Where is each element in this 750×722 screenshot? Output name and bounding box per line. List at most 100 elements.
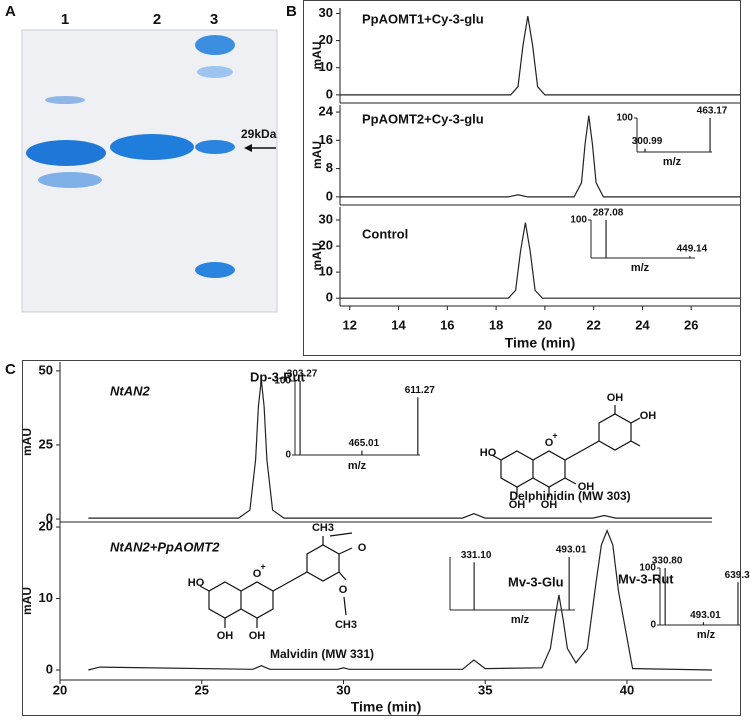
y-tick-label: 20	[319, 32, 333, 47]
atom-label: +	[552, 430, 557, 440]
annotation: PpAOMT1+Cy-3-glu	[362, 11, 484, 26]
x-tick-label: 26	[684, 317, 698, 332]
y-tick-label: 100	[570, 215, 587, 226]
gel-band	[195, 35, 235, 55]
peak-label: 303.27	[287, 369, 318, 380]
y-tick-label: 20	[319, 238, 333, 253]
structure-caption: Delphinidin (MW 303)	[509, 489, 630, 503]
y-tick-label: 0	[326, 290, 333, 305]
lane-label: 1	[61, 11, 69, 28]
lane-label: 2	[153, 11, 161, 28]
annotation: NtAN2	[110, 383, 150, 398]
y-tick-label: 10	[319, 59, 333, 74]
peak-label: 449.14	[677, 244, 708, 255]
peak-label: 463.17	[697, 106, 728, 117]
atom-label: OH	[578, 481, 595, 493]
atom-label: CH3	[312, 522, 334, 534]
x-tick-label: 12	[343, 317, 357, 332]
panel-label: C	[5, 361, 16, 378]
atom-label: O	[545, 437, 554, 449]
panel-label: B	[286, 3, 297, 20]
gel-band	[26, 140, 106, 166]
x-tick-label: 40	[620, 682, 634, 697]
annotation: Mv-3-Rut	[618, 571, 674, 586]
peak-label: 331.10	[461, 550, 492, 561]
x-axis-label: m/z	[663, 156, 682, 168]
y-tick-label: 100	[616, 113, 633, 124]
atom-label: OH	[607, 392, 624, 404]
x-axis-label: m/z	[511, 614, 530, 626]
atom-label: O	[358, 542, 367, 554]
x-tick-label: 18	[489, 317, 503, 332]
x-axis-label: Time (min)	[505, 335, 576, 351]
y-tick-label: 10	[39, 590, 53, 605]
y-tick-label: 0	[46, 661, 53, 676]
y-tick-label: 0	[285, 450, 291, 461]
atom-label: OH	[509, 499, 526, 511]
panel-b-frame	[303, 0, 741, 356]
peak-label: 493.01	[690, 610, 721, 621]
x-axis-label: m/z	[631, 262, 650, 274]
atom-label: OH	[541, 499, 558, 511]
annotation: PpAOMT2+Cy-3-glu	[362, 111, 484, 126]
x-tick-label: 14	[391, 317, 406, 332]
y-tick-label: 10	[319, 264, 333, 279]
panel-label: A	[5, 3, 16, 20]
gel-band	[197, 66, 233, 78]
trace	[88, 379, 712, 519]
peak-label: 330.80	[652, 556, 683, 567]
structure-skeleton	[199, 405, 641, 628]
gel-band	[45, 96, 85, 104]
marker-label: 29kDa	[241, 127, 277, 141]
peak-label: 611.27	[405, 385, 435, 396]
lane-label: 3	[210, 11, 218, 28]
gel-band	[110, 134, 194, 160]
y-tick-label: 30	[319, 211, 333, 226]
x-tick-label: 35	[478, 682, 492, 697]
x-tick-label: 30	[336, 682, 350, 697]
x-tick-label: 24	[635, 317, 650, 332]
trace	[88, 528, 713, 671]
x-tick-label: 16	[440, 317, 454, 332]
atom-label: OH	[217, 630, 234, 642]
x-axis-label: m/z	[348, 460, 367, 472]
y-tick-label: 24	[319, 104, 334, 119]
gel-band	[195, 262, 235, 278]
gel-band	[38, 172, 102, 188]
atom-label: O	[253, 568, 262, 580]
panel-c-frame	[22, 360, 741, 716]
y-tick-label: 16	[319, 132, 333, 147]
peak-label: 639.32	[725, 570, 750, 581]
atom-label: O	[339, 584, 348, 596]
y-axis-label: mAU	[310, 141, 324, 169]
atom-label: OH	[249, 630, 266, 642]
gel-band	[195, 140, 235, 154]
trace	[340, 16, 740, 96]
peak-label: 465.01	[349, 438, 380, 449]
gel-background	[21, 29, 278, 313]
y-axis-label: mAU	[20, 587, 34, 615]
y-tick-label: 0	[326, 86, 333, 101]
y-tick-label: 30	[319, 5, 333, 20]
peak-label: 493.01	[556, 545, 587, 556]
y-tick-label: 0	[46, 510, 53, 525]
y-tick-label: 100	[639, 563, 656, 574]
annotation: Mv-3-Glu	[508, 574, 564, 589]
x-tick-label: 20	[538, 317, 552, 332]
trace	[340, 115, 740, 198]
y-tick-label: 25	[39, 436, 53, 451]
y-tick-label: 100	[274, 376, 291, 387]
annotation: Dp-3-Rut	[250, 369, 306, 384]
x-axis-label: m/z	[697, 629, 716, 641]
x-axis-label: Time (min)	[351, 699, 422, 715]
y-tick-label: 8	[326, 160, 333, 175]
atom-label: +	[260, 561, 265, 571]
x-tick-label: 25	[195, 682, 209, 697]
atom-label: HO	[188, 577, 205, 589]
y-tick-label: 0	[650, 620, 656, 631]
arrow-head	[244, 144, 252, 152]
x-tick-label: 20	[53, 682, 67, 697]
gel-image	[21, 29, 278, 313]
y-tick-label: 0	[326, 188, 333, 203]
